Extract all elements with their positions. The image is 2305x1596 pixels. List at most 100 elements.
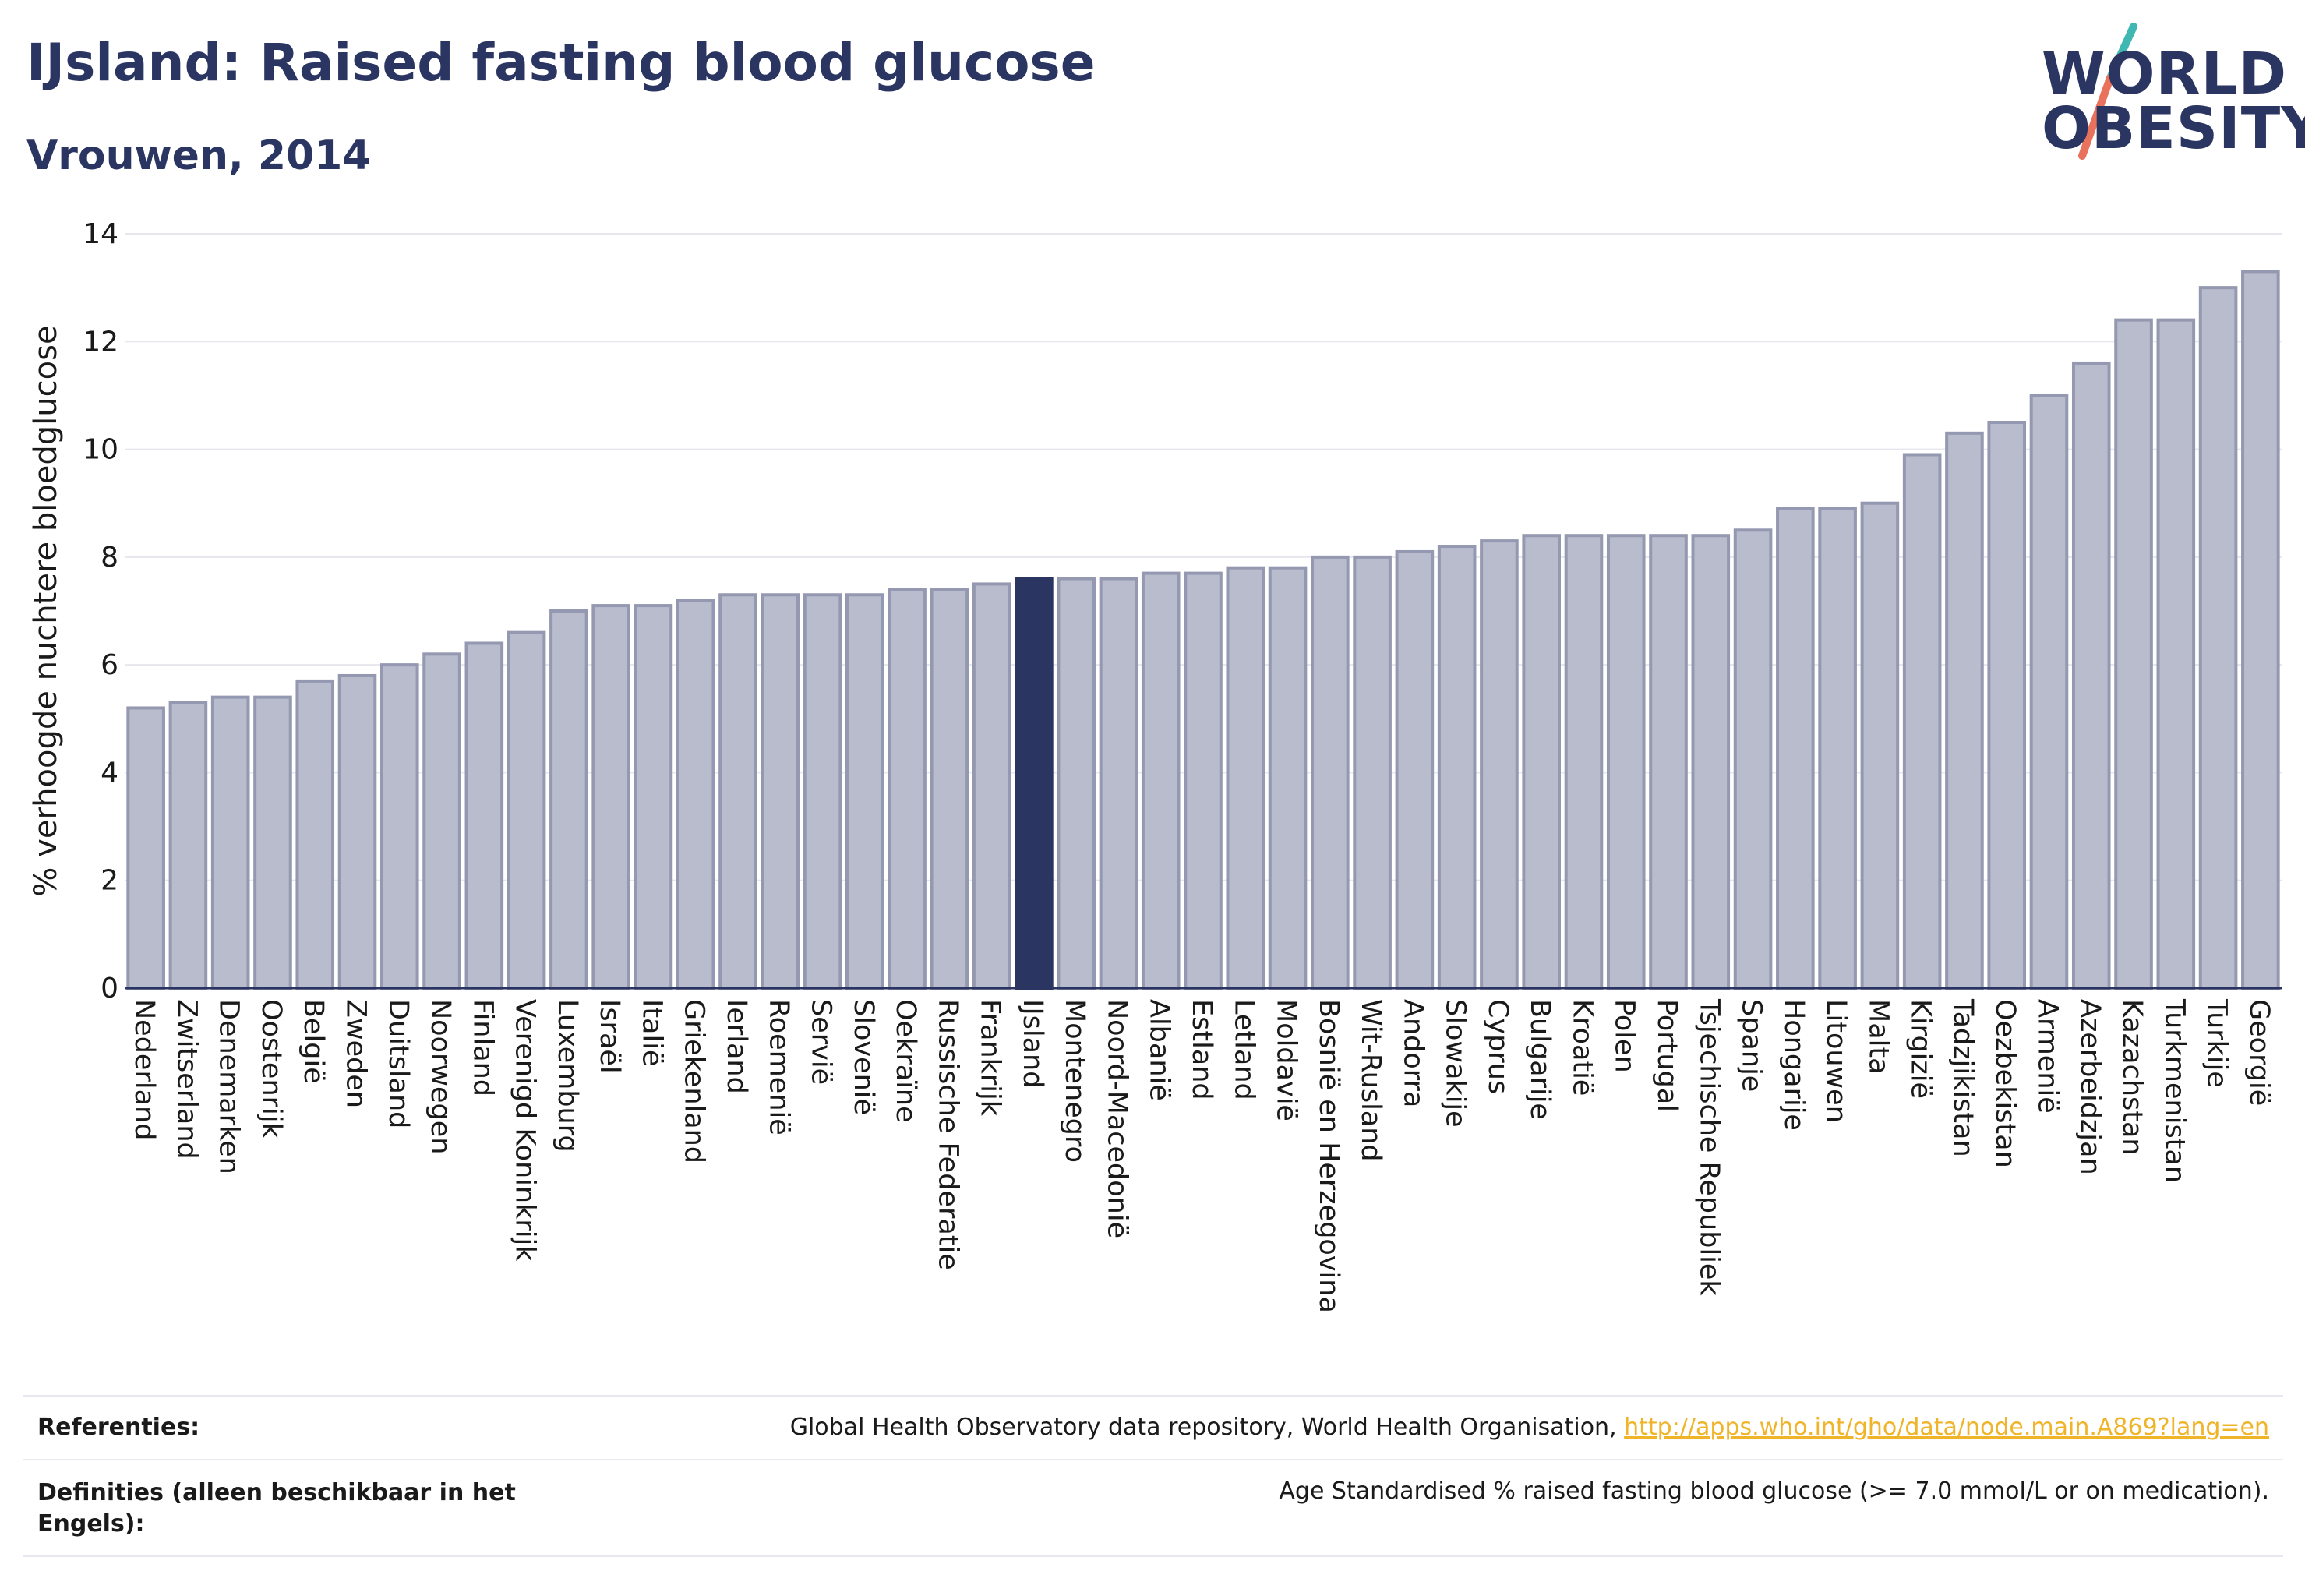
- bar-turkije: [2198, 286, 2238, 990]
- y-tick-labels: 0 2 4 6 8 10 12 14: [83, 218, 118, 1005]
- x-tick-label: Denemarken: [214, 999, 245, 1174]
- x-tick-label: Moldavië: [1271, 999, 1302, 1121]
- x-tick-label: Spanje: [1736, 999, 1767, 1092]
- bar-georgi-: [2241, 270, 2280, 990]
- bar-hongarije: [1776, 507, 1815, 990]
- y-tick-label: 10: [83, 434, 118, 466]
- x-tick-label: Oezbekistan: [1989, 999, 2021, 1168]
- x-tick-label: Zweden: [341, 999, 372, 1108]
- bar-noord-macedoni-: [1099, 577, 1138, 990]
- bar-oostenrijk: [253, 695, 292, 990]
- x-tick-label: Slovenië: [848, 999, 879, 1115]
- x-tick-label: Russische Federatie: [932, 999, 963, 1270]
- bar-tsjechische-republiek: [1691, 534, 1731, 990]
- x-tick-label: Albanië: [1144, 999, 1175, 1101]
- bar-russische-federatie: [930, 588, 969, 990]
- x-tick-label: Duitsland: [383, 999, 414, 1128]
- x-tick-label: Zwitserland: [171, 999, 202, 1160]
- footer-divider-mid: [23, 1459, 2283, 1460]
- x-tick-label: België: [298, 999, 329, 1084]
- bar-sloveni-: [845, 593, 884, 990]
- bar-malta: [1860, 501, 1900, 990]
- bar-kirgizi-: [1902, 453, 1942, 990]
- y-tick-label: 6: [101, 649, 118, 681]
- x-tick-label: Verenigd Koninkrijk: [510, 999, 541, 1262]
- bar-letland: [1226, 566, 1265, 990]
- bar-griekenland: [676, 598, 715, 990]
- logo-slash-icon: [2078, 23, 2137, 160]
- x-tick-label: Cyprus: [1482, 999, 1513, 1094]
- bar-kroati-: [1564, 534, 1604, 990]
- x-tick-label: Oostenrijk: [256, 999, 287, 1139]
- x-tick-label: Oekraïne: [890, 999, 921, 1123]
- bar-noorwegen: [422, 652, 461, 990]
- bar-isra-l: [591, 604, 630, 990]
- x-tick-label: Nederland: [129, 999, 160, 1140]
- x-tick-labels: Nederland Zwitserland Denemarken Oostenrijk…: [129, 998, 2275, 1313]
- x-tick-label: Israël: [594, 999, 625, 1074]
- x-tick-label: Portugal: [1651, 999, 1682, 1112]
- x-tick-label: Andorra: [1397, 999, 1428, 1107]
- x-tick-label: Tsjechische Republiek: [1693, 998, 1724, 1296]
- bar-oekra-ne: [888, 588, 927, 990]
- y-axis-label: % verhoogde nuchtere bloedglucose: [28, 325, 64, 896]
- x-tick-label: Polen: [1609, 999, 1640, 1073]
- bar-spanje: [1733, 528, 1773, 990]
- bar-chart: 0 2 4 6 8 10 12 14 Nederland Zwitserland Denemark…: [28, 218, 2282, 1313]
- x-tick-label: Malta: [1862, 999, 1894, 1075]
- bar-montenegro: [1057, 577, 1096, 990]
- x-tick-label: Kazachstan: [2116, 999, 2148, 1156]
- x-tick-label: Italië: [636, 999, 667, 1066]
- bar-bosni-en-herzegovina: [1311, 555, 1350, 990]
- bar-azerbeidzjan: [2071, 361, 2111, 990]
- bar-albani-: [1141, 571, 1181, 990]
- references-text: Global Health Observatory data repositor…: [789, 1414, 1625, 1441]
- x-tick-label: Bosnië en Herzegovina: [1313, 999, 1344, 1313]
- chart-title: IJsland: Raised fasting blood glucose: [26, 33, 1096, 93]
- references-label: Referenties:: [37, 1414, 200, 1441]
- bar-armeni-: [2029, 394, 2069, 990]
- x-tick-label: Bulgarije: [1524, 999, 1555, 1120]
- x-tick-label: Ierland: [721, 999, 752, 1094]
- references-value: Global Health Observatory data repositor…: [790, 1414, 2269, 1441]
- bar-belgi-: [295, 679, 335, 990]
- x-tick-label: Kirgizië: [1905, 999, 1936, 1099]
- bar-wit-rusland: [1353, 555, 1392, 990]
- definitions-value: Age Standardised % raised fasting blood …: [1279, 1478, 2269, 1505]
- chart-subtitle: Vrouwen, 2014: [26, 132, 371, 179]
- x-tick-label: Noord-Macedonië: [1101, 999, 1132, 1238]
- y-tick-label: 4: [101, 757, 118, 789]
- bar-ijsland: [1015, 577, 1054, 990]
- definitions-row: Definities (alleen beschikbaar in het En…: [23, 1460, 2283, 1554]
- bar-kazachstan: [2114, 318, 2153, 990]
- bar-tadzjikistan: [1945, 431, 1984, 990]
- bars: [126, 270, 2280, 990]
- bar-estland: [1184, 571, 1223, 990]
- bar-servi-: [803, 593, 842, 990]
- bar-turkmenistan: [2156, 318, 2196, 990]
- bar-nederland: [126, 706, 165, 990]
- x-tick-label: Servië: [806, 999, 837, 1085]
- bar-duitsland: [379, 663, 419, 990]
- x-tick-label: Hongarije: [1778, 999, 1809, 1131]
- x-tick-label: Montenegro: [1059, 999, 1090, 1163]
- x-tick-label: Luxemburg: [552, 999, 583, 1153]
- x-tick-label: Estland: [1186, 999, 1217, 1100]
- x-tick-label: Griekenland: [679, 999, 710, 1163]
- references-link[interactable]: http://apps.who.int/gho/data/node.main.A…: [1624, 1414, 2269, 1441]
- x-tick-label: Kroatië: [1566, 999, 1597, 1096]
- bar-zwitserland: [168, 701, 208, 990]
- x-tick-label: Armenië: [2031, 999, 2063, 1114]
- x-tick-label: Turkmenistan: [2159, 998, 2190, 1183]
- x-tick-label: Frankrijk: [975, 999, 1006, 1117]
- bar-slowakije: [1437, 545, 1477, 990]
- x-tick-label: Tadzjikistan: [1947, 998, 1978, 1157]
- y-tick-label: 0: [101, 973, 118, 1005]
- bar-cyprus: [1480, 539, 1519, 990]
- x-tick-label: Finland: [467, 999, 498, 1096]
- x-tick-label: Turkije: [2201, 998, 2233, 1088]
- footer-divider-bottom: [23, 1555, 2283, 1557]
- references-row: Referenties: Global Health Observatory d…: [23, 1396, 2283, 1459]
- logo-text-world: WORLD: [2042, 41, 2288, 108]
- x-tick-label: Slowakije: [1440, 999, 1471, 1128]
